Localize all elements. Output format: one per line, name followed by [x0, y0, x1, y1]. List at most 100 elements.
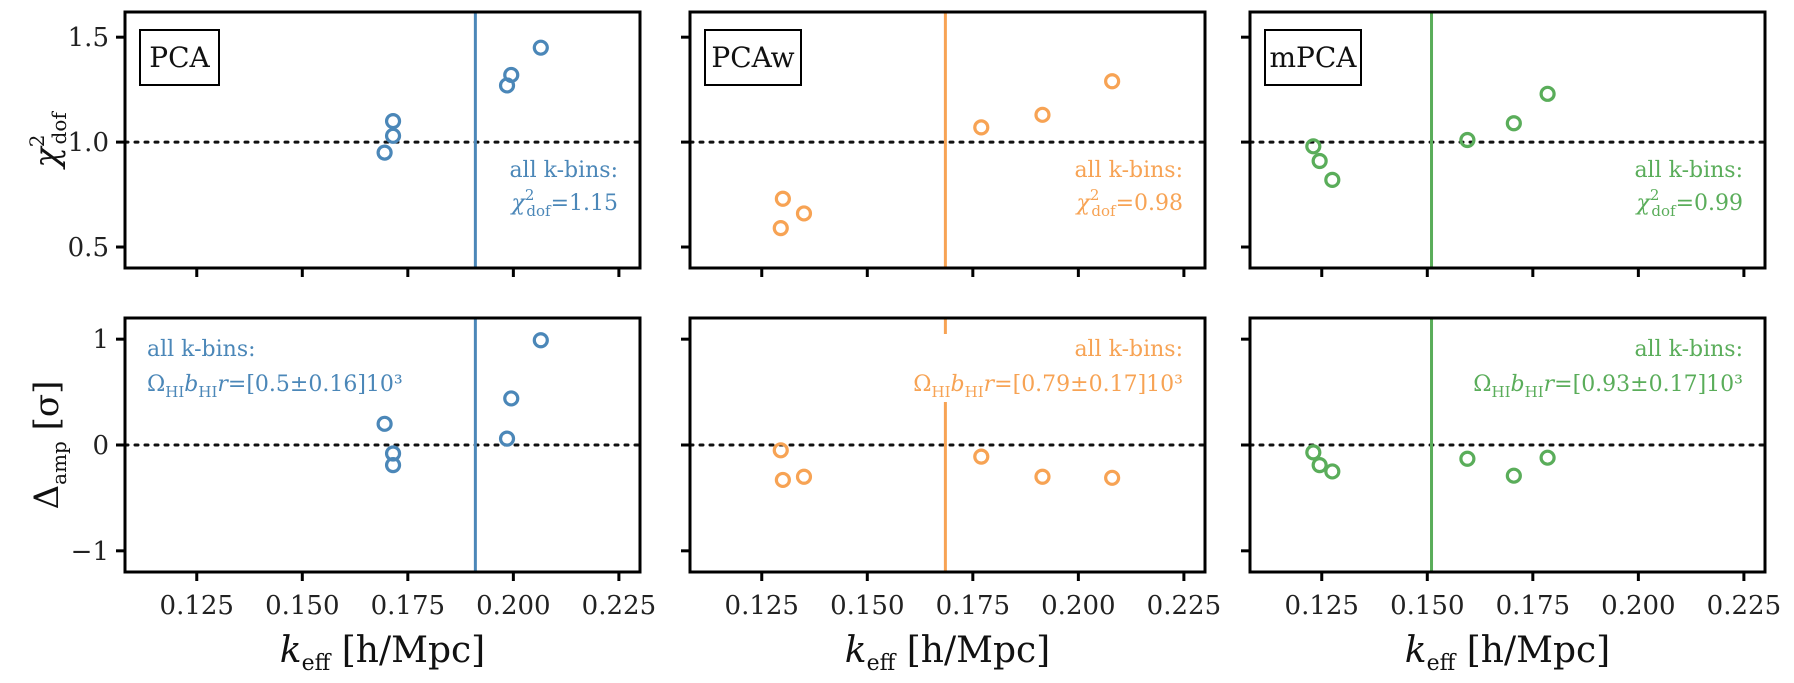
data-point	[772, 220, 789, 237]
omega-symbol: Ω	[913, 372, 931, 397]
sub-dof: dof	[1091, 202, 1117, 220]
sub-amp: amp	[47, 441, 71, 485]
method-label-box	[1264, 29, 1362, 86]
axes-frame	[1248, 10, 1767, 270]
x-tick-label: 0.200	[1601, 591, 1675, 621]
data-point	[795, 205, 813, 222]
data-point	[384, 113, 402, 130]
y-tick-label: 1	[92, 325, 109, 355]
annotation-value: =[0.5±0.16]10³	[228, 372, 403, 397]
x-tick-label: 0.175	[936, 591, 1010, 621]
sub-hi: HI	[1492, 383, 1511, 401]
data-point	[973, 448, 990, 465]
data-point	[1104, 469, 1121, 486]
method-label-text: PCA	[149, 41, 210, 74]
data-point	[1034, 106, 1051, 123]
data-point	[1324, 463, 1341, 480]
x-tick-label: 0.150	[830, 591, 904, 621]
x-tick-label: 0.225	[1147, 591, 1221, 621]
chi-symbol: χ	[510, 191, 527, 216]
sub-eff: eff	[867, 651, 897, 676]
data-point	[774, 471, 791, 489]
annotation-line2: ΩHIbHIr=[0.79±0.17]10³	[913, 372, 1183, 401]
r-symbol: r	[217, 372, 229, 397]
annotation-value: =0.99	[1676, 191, 1743, 216]
annotation-line1: all k-bins:	[1634, 337, 1743, 362]
annotation-value: =1.15	[551, 191, 618, 216]
data-point	[1311, 457, 1328, 474]
data-point	[532, 39, 549, 56]
annotation-line2: χ2 dof=0.98	[1075, 186, 1184, 220]
data-point	[384, 127, 402, 144]
axes-frame	[123, 10, 642, 270]
method-label: mPCA	[1264, 29, 1362, 86]
sub-hi: HI	[932, 383, 951, 401]
data-point	[1459, 131, 1476, 149]
y-tick-label: −1	[71, 537, 109, 567]
x-axis-label: keff [h/Mpc]	[1405, 630, 1610, 676]
annotation: all k-bins: ΩHIbHIr=[0.93±0.17]10³	[1473, 337, 1743, 401]
data-point	[376, 144, 393, 161]
y-axis-label-chi2: χ2dof	[25, 111, 71, 170]
annotation-value: =[0.93±0.17]10³	[1554, 372, 1743, 397]
annotation-line1: all k-bins:	[509, 158, 618, 183]
annotation: all k-bins: ΩHIbHIr=[0.79±0.17]10³	[913, 337, 1183, 401]
chi-symbol: χ	[1075, 191, 1092, 216]
data-point	[1505, 115, 1522, 132]
omega-symbol: Ω	[147, 372, 165, 397]
x-tick-label: 0.125	[1285, 591, 1359, 621]
x-axis-label: keff [h/Mpc]	[280, 630, 485, 676]
annotation-value: =0.98	[1116, 191, 1183, 216]
x-axis-label: keff [h/Mpc]	[845, 630, 1050, 676]
data-point	[772, 442, 789, 459]
annotation: all k-bins: χ2 dof=0.99	[1634, 158, 1743, 220]
data-point	[384, 457, 402, 474]
sub-hi: HI	[965, 383, 984, 401]
annotation-line2: ΩHIbHIr=[0.93±0.17]10³	[1473, 372, 1743, 401]
data-point	[1459, 450, 1476, 467]
panel-pca-delta_amp: −1 0 1 0.125 0.150 0.175 0.200 0.225 all k-bins:…	[71, 316, 656, 621]
omega-symbol: Ω	[1473, 372, 1491, 397]
b-symbol: b	[1511, 372, 1525, 397]
y-tick-label: 1.5	[68, 23, 109, 53]
annotation-line1: all k-bins:	[147, 337, 256, 362]
data-point	[795, 468, 813, 485]
chi-symbol: χ	[27, 145, 67, 170]
units: [h/Mpc]	[895, 630, 1050, 671]
x-tick-label: 0.175	[371, 591, 445, 621]
delta-symbol: Δ	[27, 485, 67, 510]
data-point	[376, 415, 393, 432]
sup-2: 2	[25, 134, 49, 147]
method-label-box	[704, 29, 802, 86]
annotation: all k-bins: ΩHIbHIr=[0.5±0.16]10³	[147, 337, 403, 401]
data-point	[532, 332, 549, 349]
x-tick-label: 0.150	[265, 591, 339, 621]
sub-hi: HI	[165, 383, 184, 401]
panel-mpca-chi2: mPCA all k-bins: χ2 dof=0.99	[1241, 10, 1767, 277]
y-tick-label: 0	[92, 431, 109, 461]
data-point	[973, 119, 990, 136]
data-point	[1305, 444, 1322, 461]
b-symbol: b	[951, 372, 965, 397]
data-point	[774, 190, 791, 207]
y-tick-label: 0.5	[68, 233, 109, 263]
b-symbol: b	[184, 372, 198, 397]
units: [σ]	[27, 381, 67, 442]
y-tick-label: 1.0	[68, 128, 109, 158]
method-label-text: PCAw	[711, 41, 794, 74]
sub-dof: dof	[526, 202, 552, 220]
annotation-line2: ΩHIbHIr=[0.5±0.16]10³	[147, 372, 403, 401]
data-point	[1311, 152, 1328, 170]
sub-dof: dof	[47, 111, 71, 145]
data-point	[503, 66, 520, 84]
sub-eff: eff	[1427, 651, 1457, 676]
method-label: PCA	[139, 29, 220, 86]
r-symbol: r	[984, 372, 996, 397]
method-label: PCAw	[704, 29, 802, 86]
annotation-value: =[0.79±0.17]10³	[994, 372, 1183, 397]
method-label-box	[139, 29, 220, 86]
chi-symbol: χ	[1635, 191, 1652, 216]
axes-frame	[688, 10, 1207, 270]
